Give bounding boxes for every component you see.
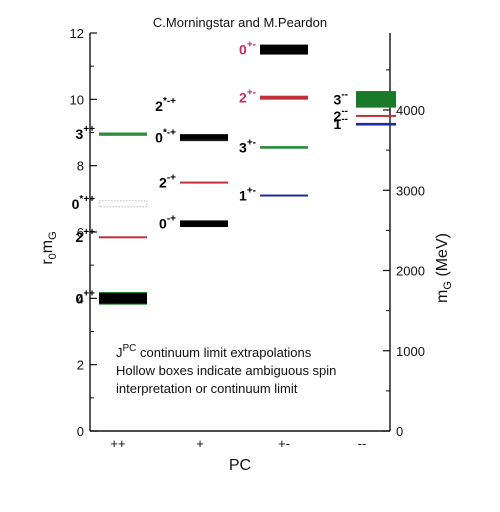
state-0starpp: 0*++ — [72, 194, 148, 212]
state-label: 2++ — [76, 227, 96, 245]
state-level-bar — [180, 181, 228, 184]
x-category-label: ++ — [110, 436, 125, 451]
state-label: 0-+ — [159, 214, 176, 232]
right-tick-label: 1000 — [396, 344, 425, 359]
state-1pm: 1+- — [239, 186, 308, 204]
state-1mm: 1-- — [334, 114, 396, 132]
state-level-bar — [99, 293, 147, 304]
state-0pm: 0+- — [239, 40, 308, 58]
note-line-2: Hollow boxes indicate ambiguous spin — [116, 363, 336, 378]
state-2mp: 2-+ — [159, 172, 228, 190]
state-3pm: 3+- — [239, 137, 308, 155]
state-level-bar — [260, 44, 308, 55]
state-3mm: 3-- — [334, 89, 396, 108]
state-level-bar — [260, 194, 308, 197]
state-label: 0+- — [239, 40, 256, 58]
state-label: 1-- — [334, 114, 348, 132]
state-2pm: 2+- — [239, 88, 308, 106]
state-level-bar — [99, 132, 147, 136]
state-0mp: 0-+ — [159, 214, 228, 232]
state-2pp: 2++ — [76, 227, 147, 245]
left-axis-title: r0mG — [39, 231, 59, 264]
left-tick-label: 4 — [77, 291, 84, 306]
x-category-label: + — [196, 436, 204, 451]
state-3pp: 3++ — [76, 124, 147, 142]
state-label: 0*++ — [72, 194, 96, 212]
state-label: 1+- — [239, 186, 256, 204]
left-tick-label: 8 — [77, 159, 84, 174]
state-level-bar — [356, 91, 396, 108]
state-label: 2+- — [239, 88, 256, 106]
state-level-bar — [99, 236, 147, 239]
state-level-bar — [260, 95, 308, 100]
x-category-label: -- — [358, 436, 367, 451]
left-tick-label: 0 — [77, 424, 84, 439]
state-level-bar — [180, 220, 228, 228]
left-tick-label: 12 — [70, 26, 84, 41]
left-tick-label: 10 — [70, 92, 84, 107]
left-tick-label: 2 — [77, 358, 84, 373]
x-axis-title: PC — [229, 457, 251, 474]
right-tick-label: 4000 — [396, 103, 425, 118]
state-level-bar — [180, 134, 228, 141]
state-label: 0*-+ — [155, 127, 176, 145]
state-label: 3++ — [76, 124, 96, 142]
note-line-3: interpretation or continuum limit — [116, 381, 298, 396]
state-hollow-box — [98, 200, 148, 208]
state-0starmp: 0*-+ — [155, 127, 228, 145]
right-axis-title: mG (MeV) — [434, 233, 454, 303]
state-label: 3+- — [239, 137, 256, 155]
state-0pp: 0++ — [76, 288, 147, 306]
state-level-bar — [356, 122, 396, 126]
note-line-1: JPC continuum limit extrapolations — [116, 343, 312, 360]
right-tick-label: 0 — [396, 424, 403, 439]
state-2mm: 2-- — [334, 106, 396, 124]
chart-title: C.Morningstar and M.Peardon — [153, 15, 327, 30]
state-2starmp: 2*-+ — [155, 96, 228, 142]
state-label: 2-+ — [159, 172, 176, 190]
state-label: 0++ — [76, 288, 96, 306]
x-category-label: +- — [278, 436, 290, 451]
right-tick-label: 3000 — [396, 183, 425, 198]
state-level-bar — [260, 146, 308, 149]
right-tick-label: 2000 — [396, 264, 425, 279]
state-label: 3-- — [334, 89, 348, 107]
state-level-bar — [180, 139, 228, 142]
state-level-bar — [356, 114, 396, 117]
state-label: 2*-+ — [155, 96, 176, 114]
state-label: 2-- — [334, 106, 348, 124]
left-tick-label: 6 — [77, 225, 84, 240]
